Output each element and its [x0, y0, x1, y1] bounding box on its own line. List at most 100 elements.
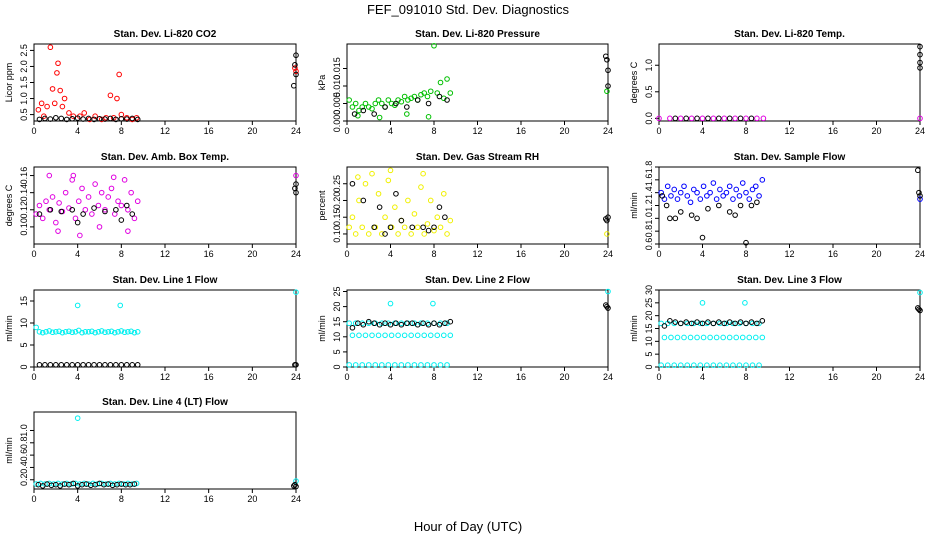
data-point — [605, 288, 611, 295]
data-point — [77, 232, 83, 239]
data-point — [72, 215, 79, 222]
x-tick-label: 12 — [784, 372, 794, 382]
data-point — [424, 221, 431, 227]
y-tick-label: 0.12 — [19, 201, 29, 219]
data-point — [36, 116, 43, 123]
x-tick-label: 20 — [559, 249, 569, 259]
data-point — [118, 362, 125, 368]
data-point — [359, 104, 366, 110]
data-point — [710, 180, 717, 186]
y-tick-label: 5 — [19, 342, 29, 347]
y-tick-label: 0.000 — [332, 110, 342, 133]
data-point — [418, 320, 424, 327]
data-point — [82, 206, 89, 213]
data-point — [36, 211, 43, 217]
data-point — [431, 224, 437, 231]
data-point — [404, 320, 410, 327]
data-point — [699, 300, 706, 306]
data-point — [756, 362, 762, 369]
series-1 — [35, 44, 299, 123]
data-point — [421, 332, 428, 339]
data-point — [427, 88, 434, 95]
data-point — [671, 362, 678, 369]
y-tick-label: 1.0 — [644, 212, 654, 225]
data-point — [355, 320, 361, 327]
data-point — [684, 362, 691, 369]
data-point — [730, 362, 736, 369]
data-point — [759, 177, 766, 183]
data-point — [80, 211, 86, 217]
data-point — [398, 217, 405, 224]
data-point — [694, 319, 700, 325]
data-point — [723, 320, 730, 327]
data-point — [442, 214, 448, 221]
x-tick-label: 20 — [247, 126, 257, 136]
data-point — [393, 190, 399, 197]
x-tick-label: 4 — [388, 249, 393, 259]
data-point — [54, 70, 60, 76]
data-point — [393, 100, 399, 107]
data-point — [437, 362, 444, 368]
data-point — [69, 115, 76, 122]
x-tick-label: 24 — [291, 494, 301, 504]
data-point — [398, 362, 405, 368]
data-point — [710, 362, 717, 369]
data-point — [691, 186, 697, 193]
data-point — [95, 202, 102, 209]
y-axis-label: degrees C — [629, 61, 639, 103]
data-point — [39, 215, 46, 222]
data-point — [53, 219, 59, 226]
data-point — [375, 190, 382, 197]
data-point — [74, 115, 81, 121]
data-point — [604, 217, 610, 224]
data-point — [440, 332, 447, 339]
data-point — [687, 334, 694, 341]
plot-frame — [658, 289, 921, 368]
data-point — [38, 100, 45, 107]
data-point — [387, 224, 394, 231]
data-point — [362, 180, 369, 187]
data-point — [349, 180, 356, 187]
y-tick-label: 2.0 — [19, 60, 29, 73]
data-point — [716, 115, 722, 122]
data-point — [371, 320, 377, 327]
data-point — [46, 172, 53, 179]
data-point — [134, 198, 141, 205]
series-2 — [672, 43, 923, 122]
data-point — [717, 362, 723, 369]
data-point — [356, 332, 362, 339]
data-point — [362, 332, 369, 339]
panel-title: Stan. Dev. Gas Stream RH — [416, 152, 539, 163]
data-point — [355, 174, 361, 180]
data-point — [726, 115, 733, 122]
x-tick-label: 4 — [700, 126, 705, 136]
data-point — [134, 116, 141, 123]
series-2 — [349, 302, 611, 331]
y-tick-label: 1.8 — [644, 161, 654, 174]
data-point — [85, 194, 92, 200]
data-point — [605, 83, 611, 89]
data-point — [57, 87, 64, 94]
data-point — [427, 332, 434, 339]
data-point — [733, 186, 740, 193]
data-point — [700, 334, 707, 341]
panel-title: Stan. Dev. Li-820 Temp. — [734, 29, 845, 40]
figure-xlabel: Hour of Day (UTC) — [414, 519, 522, 534]
data-point — [346, 362, 352, 368]
x-tick-label: 4 — [75, 126, 80, 136]
y-tick-label: 0.5 — [644, 86, 654, 99]
panel-9: Stan. Dev. Line 3 Flow 0 4 8 12 16 20 24 0 5 10 15 2… — [629, 275, 925, 382]
data-point — [102, 116, 108, 122]
data-point — [710, 115, 717, 122]
data-point — [33, 324, 39, 331]
x-tick-label: 8 — [743, 249, 748, 259]
data-point — [704, 193, 710, 199]
data-point — [442, 320, 448, 327]
data-point — [359, 224, 366, 231]
data-point — [131, 329, 138, 336]
data-point — [387, 321, 394, 328]
data-point — [349, 214, 356, 221]
data-point — [385, 362, 392, 368]
data-point — [677, 189, 684, 196]
